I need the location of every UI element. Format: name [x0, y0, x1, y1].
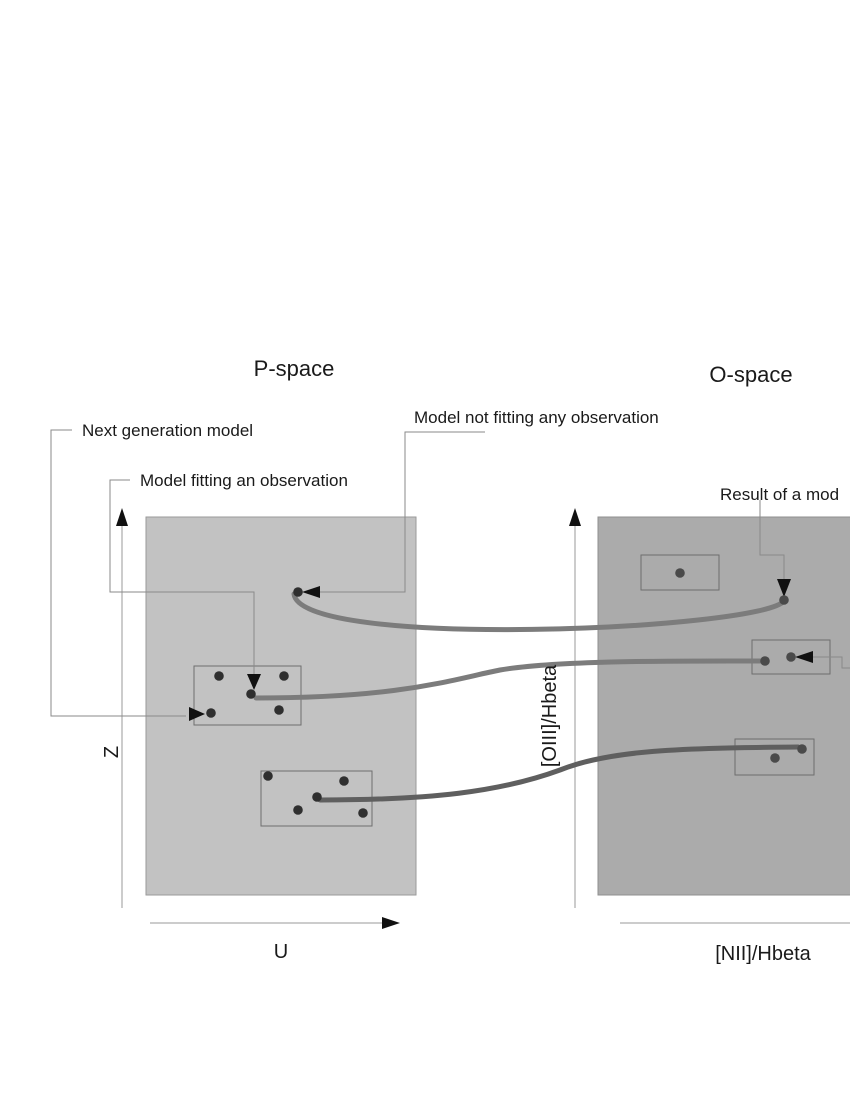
leader-o-fitting: [812, 656, 850, 669]
o-point: [675, 568, 685, 578]
p-point: [293, 805, 303, 815]
p-y-axis-label: Z: [101, 746, 123, 758]
p-x-axis-label: U: [274, 941, 288, 963]
p-point: [274, 705, 284, 715]
o-cluster-box-bottom: [734, 738, 815, 776]
o-point: [786, 652, 796, 662]
connector-curve-bottom: [317, 744, 801, 803]
o-point: [760, 656, 770, 666]
p-point: [293, 587, 303, 597]
leader-not-fitting: [314, 431, 485, 593]
arrow-result-icon: [777, 579, 791, 597]
note-result: Result of a mod: [720, 485, 839, 504]
leader-fitting: [109, 479, 255, 681]
p-point: [358, 808, 368, 818]
o-space-title: O-space: [709, 362, 792, 387]
note-fitting: Model fitting an observation: [140, 471, 348, 490]
connector-curve-middle: [253, 658, 766, 701]
connector-curve-top: [291, 591, 787, 633]
o-y-axis-arrow-icon: [569, 508, 581, 526]
p-y-axis-arrow-icon: [116, 508, 128, 526]
p-point: [339, 776, 349, 786]
arrow-o-fitting-icon: [795, 651, 813, 663]
note-next-generation: Next generation model: [82, 421, 253, 440]
o-cluster-box-top: [640, 554, 720, 591]
leader-result: [759, 500, 785, 590]
p-point: [312, 792, 322, 802]
p-point: [214, 671, 224, 681]
arrow-next-generation-icon: [189, 707, 205, 721]
o-point: [770, 753, 780, 763]
p-point: [246, 689, 256, 699]
o-x-axis-label: [NII]/Hbeta: [715, 943, 811, 965]
note-not-fitting: Model not fitting any observation: [414, 408, 659, 427]
p-x-axis-arrow-icon: [382, 917, 400, 929]
o-point: [779, 595, 789, 605]
o-y-axis-label: [OIII]/Hbeta: [539, 664, 561, 767]
p-space-title: P-space: [254, 356, 335, 381]
arrow-fitting-icon: [247, 674, 261, 690]
arrow-not-fitting-icon: [302, 586, 320, 598]
p-point: [206, 708, 216, 718]
p-point: [279, 671, 289, 681]
o-point: [797, 744, 807, 754]
p-point: [263, 771, 273, 781]
o-space-panel: [597, 516, 850, 896]
leader-next-generation: [50, 429, 186, 717]
